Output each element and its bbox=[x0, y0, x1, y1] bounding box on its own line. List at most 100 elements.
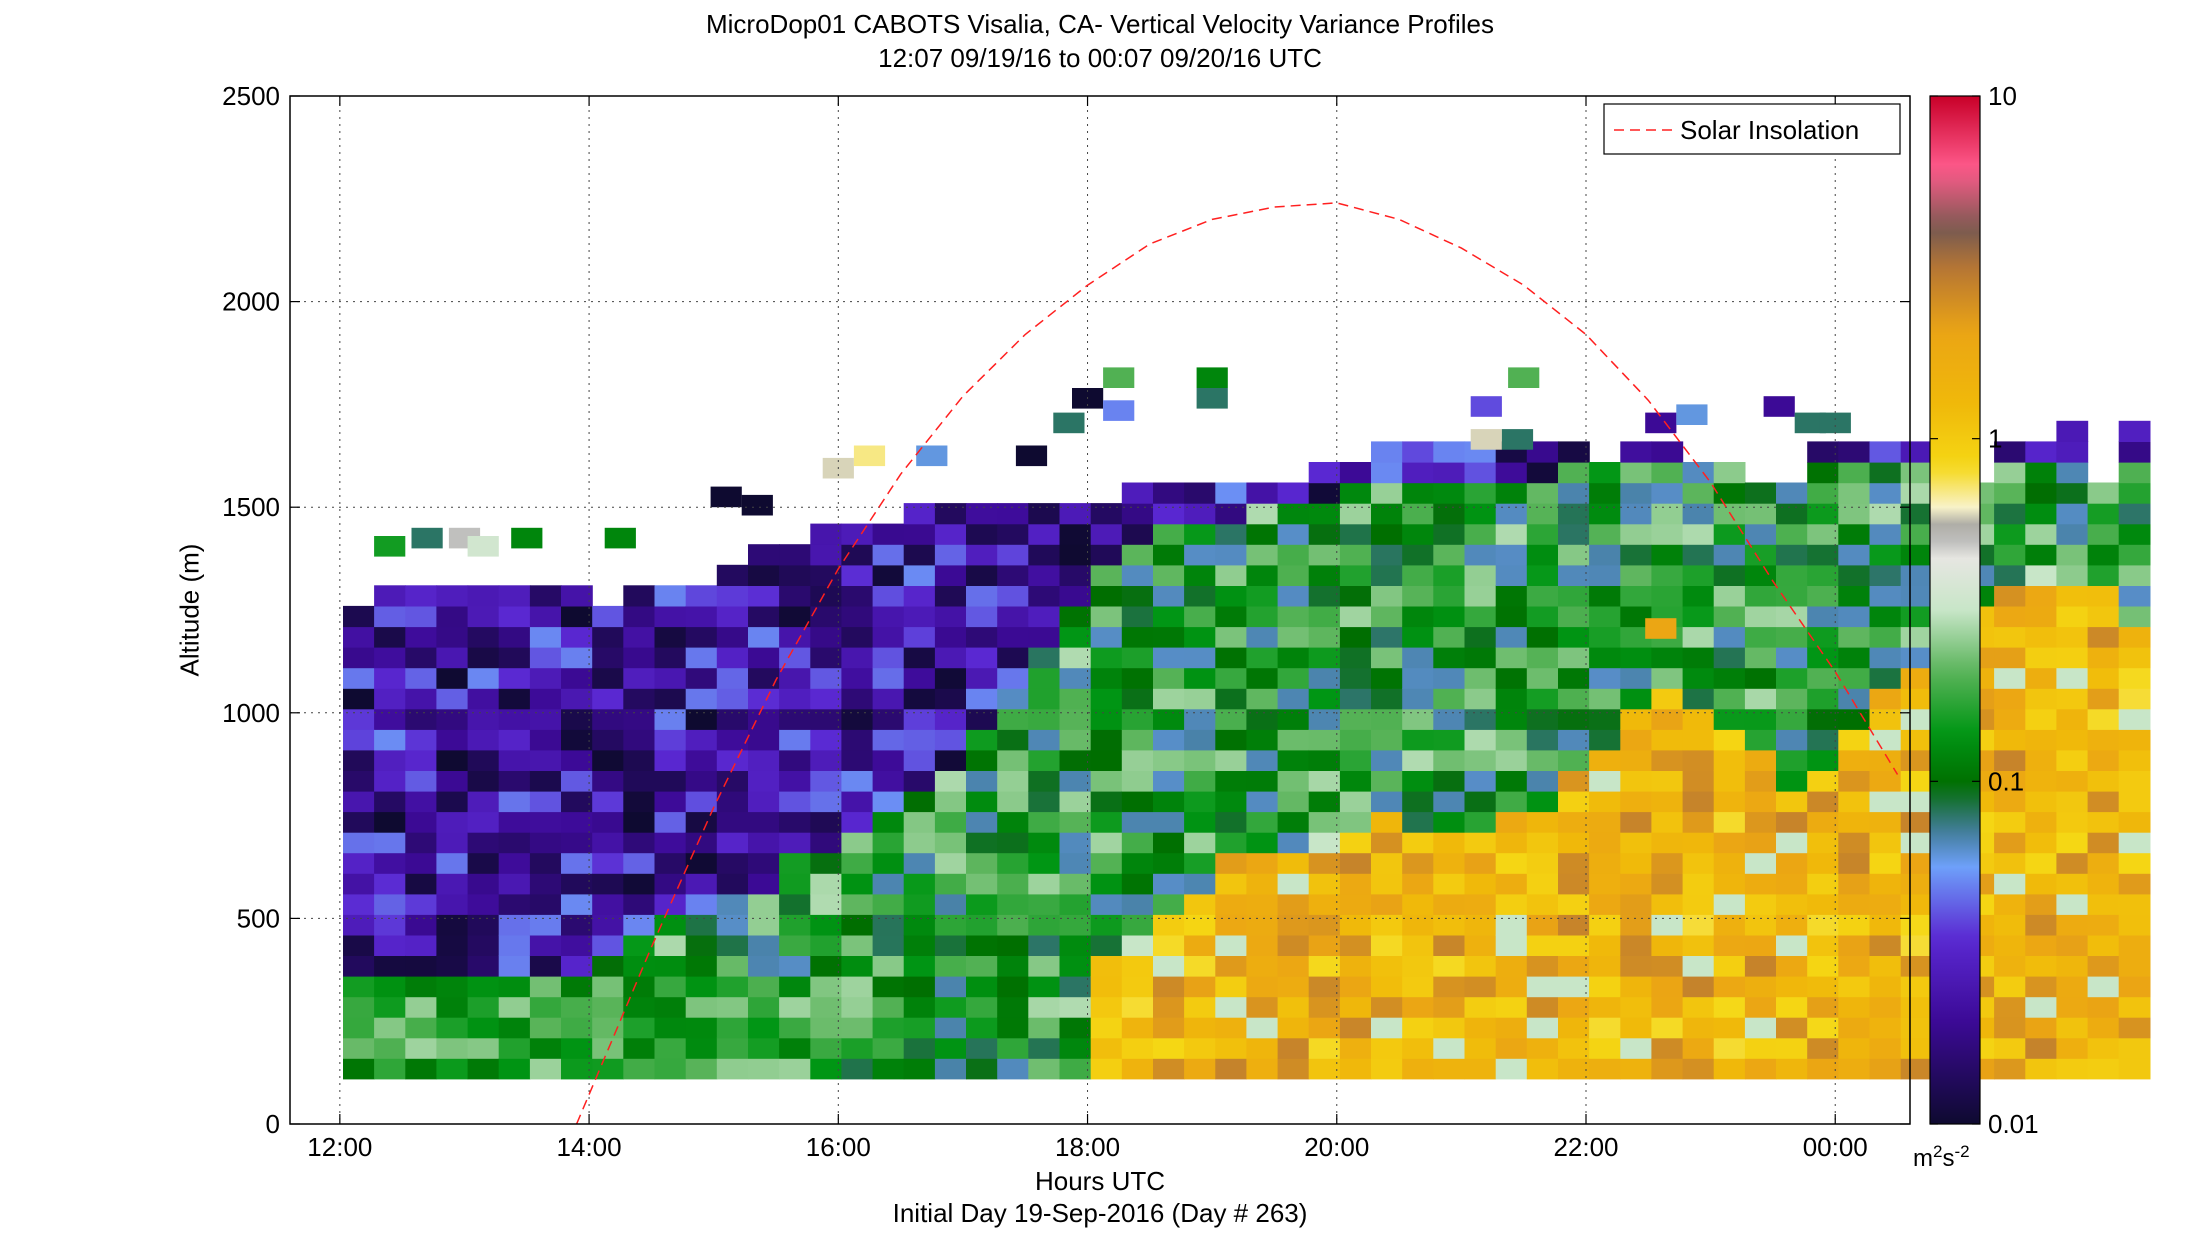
heatmap-cell bbox=[2056, 420, 2089, 442]
heatmap-cell bbox=[592, 832, 624, 854]
heatmap-cell bbox=[2025, 605, 2058, 628]
legend: Solar Insolation bbox=[1603, 103, 1901, 155]
heatmap-cell bbox=[1184, 626, 1216, 648]
heatmap-cell bbox=[1651, 770, 1684, 792]
heatmap-cell bbox=[1526, 1037, 1559, 1059]
heatmap-cell bbox=[1713, 914, 1746, 936]
heatmap-cell bbox=[529, 749, 562, 771]
heatmap-cell bbox=[1339, 626, 1372, 648]
heatmap-cell bbox=[716, 996, 749, 1018]
heatmap-cell bbox=[1620, 564, 1653, 586]
heatmap-cell bbox=[1121, 647, 1154, 669]
heatmap-cell bbox=[685, 647, 718, 669]
heatmap-cell bbox=[748, 1037, 780, 1059]
heatmap-cell bbox=[1869, 1058, 1902, 1080]
heatmap-cell bbox=[934, 667, 967, 689]
heatmap-cell bbox=[405, 626, 438, 648]
heatmap-cell bbox=[1495, 626, 1528, 648]
heatmap-cell bbox=[716, 893, 749, 915]
heatmap-cell bbox=[997, 523, 1029, 545]
heatmap-cell bbox=[498, 873, 531, 895]
heatmap-cell bbox=[1558, 503, 1590, 525]
heatmap-cell bbox=[716, 1058, 749, 1080]
heatmap-cell bbox=[1589, 708, 1621, 730]
heatmap-cell bbox=[1900, 503, 1933, 525]
heatmap-cell bbox=[1339, 688, 1372, 710]
heatmap-cell bbox=[1028, 996, 1061, 1018]
heatmap-cell bbox=[1308, 976, 1341, 998]
heatmap-cell bbox=[1121, 996, 1154, 1018]
heatmap-cell bbox=[1682, 811, 1715, 833]
heatmap-cell bbox=[1807, 1037, 1839, 1059]
heatmap-cell bbox=[997, 1058, 1029, 1080]
heatmap-cell bbox=[1713, 832, 1746, 854]
heatmap-cell bbox=[1153, 1037, 1185, 1059]
heatmap-cell bbox=[1121, 852, 1154, 874]
heatmap-cell bbox=[872, 626, 905, 648]
heatmap-cell bbox=[997, 605, 1029, 628]
heatmap-cell bbox=[1651, 790, 1684, 813]
heatmap-cell-sparse bbox=[1501, 429, 1534, 450]
heatmap-cell bbox=[1184, 708, 1216, 730]
heatmap-cell bbox=[1994, 605, 2026, 628]
heatmap-cell bbox=[1433, 688, 1466, 710]
heatmap-cell bbox=[1838, 585, 1871, 607]
heatmap-cell bbox=[1589, 688, 1621, 710]
heatmap-cell bbox=[498, 667, 531, 689]
heatmap-cell bbox=[2118, 708, 2151, 730]
heatmap-cell bbox=[966, 729, 998, 751]
heatmap-cell bbox=[1589, 544, 1621, 566]
heatmap-cell bbox=[436, 832, 469, 854]
heatmap-cell bbox=[1900, 564, 1933, 586]
heatmap-cell bbox=[1558, 688, 1590, 710]
heatmap-cell bbox=[1121, 544, 1154, 566]
heatmap-cell bbox=[436, 852, 469, 874]
heatmap-cell bbox=[1900, 811, 1933, 833]
heatmap-cell bbox=[498, 626, 531, 648]
heatmap-cell-sparse bbox=[1015, 445, 1048, 467]
heatmap-cell bbox=[779, 605, 811, 628]
heatmap-cell bbox=[779, 544, 811, 566]
heatmap-cell bbox=[1059, 955, 1092, 977]
heatmap-cell bbox=[1371, 605, 1403, 628]
heatmap-cell bbox=[529, 585, 562, 607]
heatmap-cell bbox=[1651, 852, 1684, 874]
heatmap-cell bbox=[1402, 564, 1434, 586]
heatmap-cell bbox=[374, 585, 406, 607]
heatmap-cell bbox=[561, 832, 593, 854]
heatmap-cell bbox=[2056, 1037, 2089, 1059]
heatmap-cell bbox=[1464, 523, 1497, 545]
heatmap-cell bbox=[1277, 934, 1310, 956]
heatmap-cell bbox=[1184, 564, 1216, 586]
heatmap-cell bbox=[1433, 996, 1466, 1018]
heatmap-cell bbox=[1308, 955, 1341, 977]
heatmap-cell bbox=[592, 996, 624, 1018]
heatmap-cell bbox=[1620, 585, 1653, 607]
heatmap-cell bbox=[1464, 729, 1497, 751]
heatmap-cell bbox=[966, 852, 998, 874]
heatmap-cell bbox=[872, 564, 905, 586]
heatmap-cell bbox=[1776, 893, 1808, 915]
heatmap-cell bbox=[343, 790, 375, 813]
heatmap-cell bbox=[1433, 626, 1466, 648]
heatmap-cell bbox=[1807, 749, 1839, 771]
heatmap-cell bbox=[1153, 832, 1185, 854]
heatmap-cell bbox=[748, 770, 780, 792]
heatmap-cell bbox=[1744, 1017, 1777, 1039]
heatmap-cell bbox=[1277, 996, 1310, 1018]
heatmap-cell bbox=[748, 873, 780, 895]
heatmap-cell bbox=[1184, 749, 1216, 771]
heatmap-cell bbox=[1246, 503, 1279, 525]
heatmap-cell bbox=[498, 749, 531, 771]
heatmap-cell bbox=[1776, 708, 1808, 730]
heatmap-cell bbox=[374, 626, 406, 648]
heatmap-cell bbox=[1838, 647, 1871, 669]
heatmap-cell bbox=[1339, 873, 1372, 895]
heatmap-cell bbox=[685, 873, 718, 895]
heatmap-cell bbox=[966, 976, 998, 998]
heatmap-cell bbox=[1277, 688, 1310, 710]
heatmap-cell bbox=[810, 770, 843, 792]
heatmap-cell bbox=[1620, 688, 1653, 710]
heatmap-cell bbox=[1526, 811, 1559, 833]
heatmap-cell bbox=[1900, 893, 1933, 915]
